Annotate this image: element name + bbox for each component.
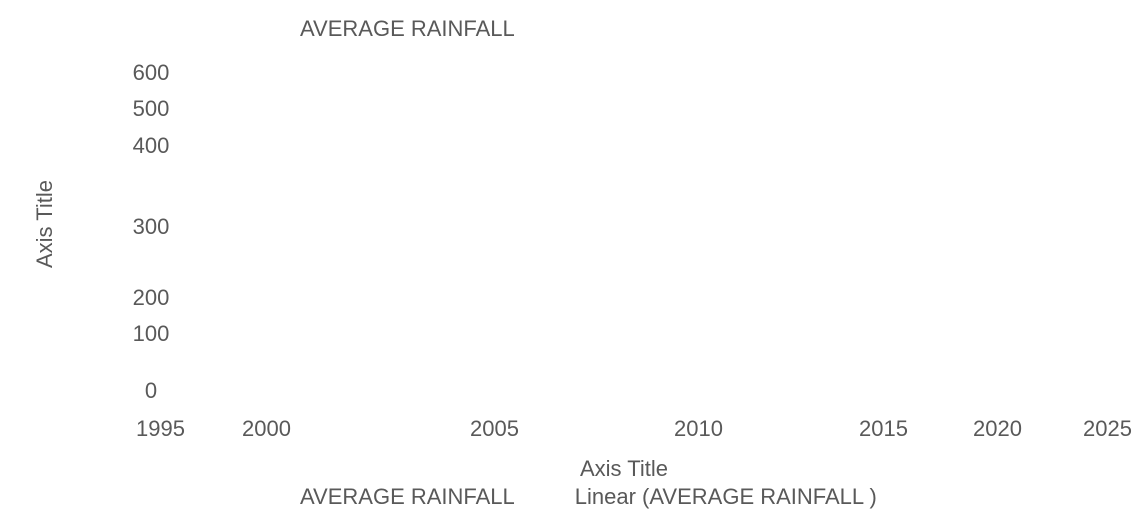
y-tick-label: 300 [132,214,170,239]
x-tick-label: 2020 [973,416,1022,441]
x-tick-label: 2010 [674,416,723,441]
x-tick-label: 1995 [136,416,185,441]
y-tick-label: 600 [132,60,170,85]
x-tick-label: 2005 [470,416,519,441]
y-axis-title: Axis Title [32,179,57,268]
chart-title: AVERAGE RAINFALL [300,16,515,41]
x-tick-label: 2015 [859,416,908,441]
x-tick-label: 2025 [1083,416,1132,441]
x-axis-title: Axis Title [580,456,669,481]
legend-entry-series: AVERAGE RAINFALL [300,484,515,509]
legend: AVERAGE RAINFALL Linear (AVERAGE RAINFAL… [300,486,877,508]
y-tick-label: 200 [132,285,170,310]
y-tick-label: 100 [132,321,170,346]
y-tick-label: 500 [132,96,170,121]
y-tick-label: 0 [144,378,158,403]
x-tick-label: 2000 [242,416,291,441]
legend-entry-trendline: Linear (AVERAGE RAINFALL ) [574,484,877,509]
y-tick-label: 400 [132,133,170,158]
